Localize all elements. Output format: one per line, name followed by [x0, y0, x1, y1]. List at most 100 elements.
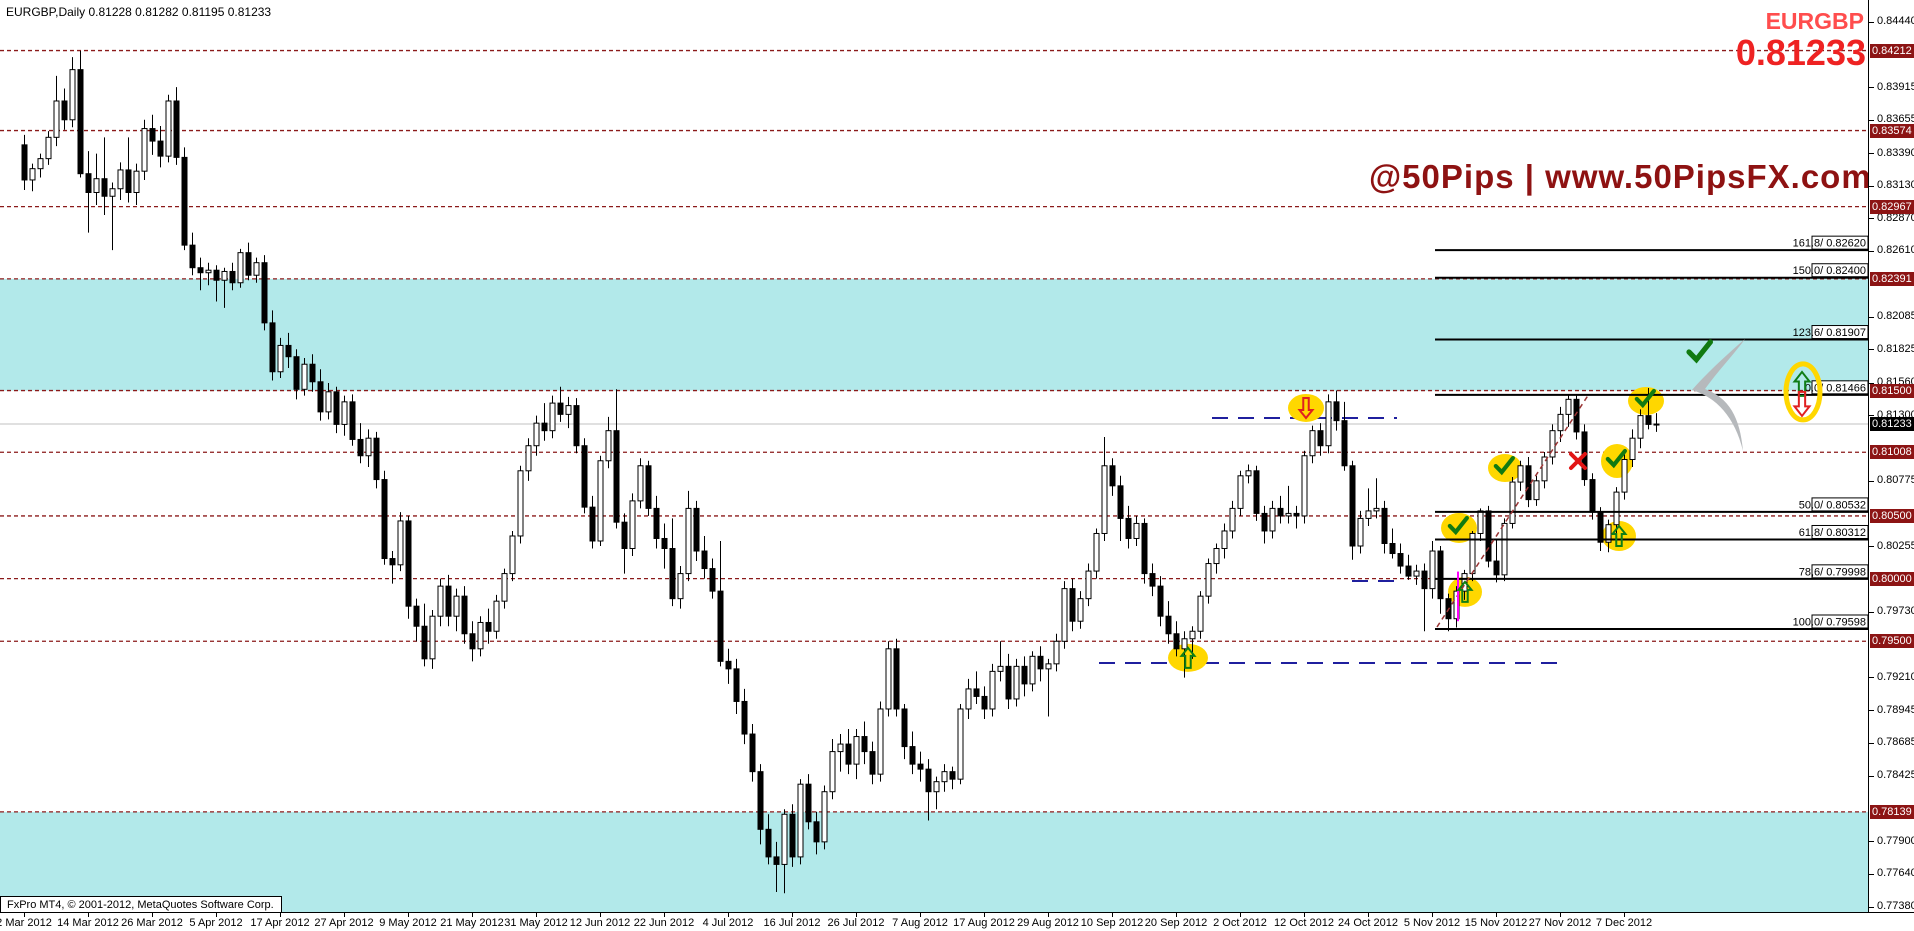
candle-up: [1413, 570, 1420, 577]
candle-up: [1621, 459, 1628, 493]
candle-up: [677, 573, 684, 600]
date-tick: [1368, 913, 1369, 917]
price-tick: [1869, 218, 1874, 220]
x-mark: [1569, 452, 1587, 470]
price-axis-label: 0.78685: [1877, 736, 1914, 749]
candle-down: [949, 771, 956, 780]
candle-down: [717, 590, 724, 662]
candle-up: [29, 168, 36, 181]
candle-down: [813, 821, 820, 843]
up-arrow-icon: [1179, 646, 1197, 669]
candle-down: [973, 688, 980, 697]
candle-down: [269, 322, 276, 373]
candle-down: [245, 252, 252, 276]
candle-down: [621, 521, 628, 550]
price-level-tag: 0.78139: [1870, 804, 1914, 819]
price-level-tag: 0.80000: [1870, 571, 1914, 586]
candle-up: [1101, 465, 1108, 534]
price-axis[interactable]: 0.84440 0.83915 0.83655 0.83390 0.83130 0.828…: [1868, 0, 1914, 912]
highlight-circle: [1288, 393, 1324, 422]
fib-label: 150.0/ 0.82400: [1793, 265, 1866, 277]
candle-down: [1389, 542, 1396, 555]
candle-up: [221, 270, 228, 281]
price-axis-label: 0.82610: [1877, 244, 1914, 257]
date-tick: [664, 913, 665, 917]
price-level-tag: 0.80500: [1870, 508, 1914, 523]
current-price-tag: 0.81233: [1870, 417, 1914, 432]
candle-down: [1277, 507, 1284, 517]
price-axis-label: 0.83655: [1877, 113, 1914, 126]
date-axis[interactable]: 2 Mar 2012 14 Mar 2012 26 Mar 2012 5 Apr 20…: [0, 912, 1914, 931]
candle-up: [205, 269, 212, 274]
date-axis-label: 24 Oct 2012: [1338, 917, 1398, 929]
candle-down: [293, 356, 300, 390]
supply-demand-zone: [0, 811, 1868, 913]
fib-label: 61.8/ 0.80312: [1799, 527, 1866, 539]
price-level-tag: 0.81008: [1870, 445, 1914, 460]
price-tick: [1869, 153, 1874, 155]
candle-up: [797, 783, 804, 858]
candle-up: [1605, 524, 1612, 543]
date-tick: [1560, 913, 1561, 917]
candle-up: [605, 430, 612, 462]
up-arrow-icon: [1792, 370, 1812, 397]
date-tick: [600, 913, 601, 917]
candle-up: [821, 791, 828, 843]
candle-down: [421, 625, 428, 660]
date-axis-label: 21 May 2012: [440, 917, 504, 929]
down-arrow-icon: [1792, 390, 1812, 418]
candle-down: [1293, 512, 1300, 517]
candle-up: [1085, 570, 1092, 600]
candle-up: [277, 344, 284, 373]
candle-up: [525, 445, 532, 472]
candle-up: [1533, 480, 1540, 501]
candle-down: [741, 700, 748, 735]
candle-up: [1013, 665, 1020, 700]
price-tick: [1869, 611, 1874, 613]
candle-up: [1181, 638, 1188, 650]
candle-up: [1653, 423, 1660, 426]
candle-down: [213, 269, 220, 281]
check-icon: [1605, 448, 1627, 469]
price-axis-label: 0.77640: [1877, 867, 1914, 880]
candle-down: [1405, 565, 1412, 577]
price-axis-label: 0.77380: [1877, 900, 1914, 913]
candle-down: [461, 595, 468, 635]
candle-up: [117, 169, 124, 190]
price-axis-label: 0.80775: [1877, 474, 1914, 487]
candle-down: [645, 465, 652, 509]
candle-down: [333, 391, 340, 425]
candle-down: [1021, 665, 1028, 685]
candle-down: [893, 648, 900, 710]
candle-down: [1253, 470, 1260, 514]
price-axis-label: 0.78425: [1877, 769, 1914, 782]
price-tick: [1869, 906, 1874, 908]
price-level-tag: 0.82391: [1870, 271, 1914, 286]
candle-down: [189, 244, 196, 269]
candle-down: [557, 402, 564, 415]
copyright-bar: FxPro MT4, © 2001-2012, MetaQuotes Softw…: [0, 896, 282, 914]
candle-down: [805, 783, 812, 823]
candle-up: [781, 813, 788, 865]
price-tick: [1869, 349, 1874, 351]
candle-up: [1557, 413, 1564, 432]
date-tick: [1048, 913, 1049, 917]
candle-down: [149, 128, 156, 142]
candle-up: [1429, 550, 1436, 590]
candle-up: [1045, 663, 1052, 670]
candle-down: [1333, 401, 1340, 422]
date-axis-label: 7 Dec 2012: [1595, 917, 1653, 929]
candle-down: [381, 479, 388, 560]
candle-up: [37, 158, 44, 170]
candle-down: [181, 156, 188, 246]
candle-up: [941, 771, 948, 783]
candle-down: [981, 695, 988, 710]
candle-down: [317, 381, 324, 413]
date-tick: [1624, 913, 1625, 917]
candle-up: [397, 520, 404, 566]
symbol-overlay: EURGBP: [1765, 8, 1864, 34]
date-axis-label: 7 Aug 2012: [892, 917, 948, 929]
date-axis-label: 2 Mar 2012: [0, 917, 52, 929]
candle-up: [133, 170, 140, 193]
